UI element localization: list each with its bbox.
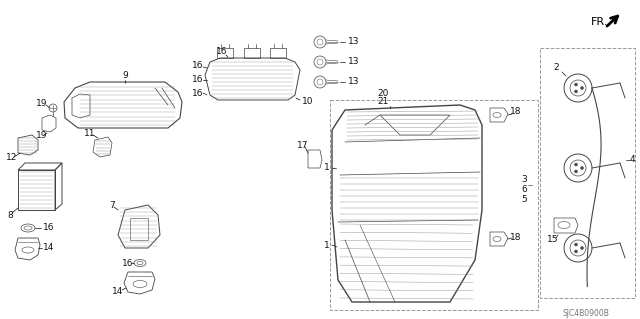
Text: 1: 1 (324, 164, 330, 173)
Text: 3: 3 (521, 175, 527, 184)
Text: 10: 10 (302, 98, 314, 107)
Circle shape (580, 167, 584, 169)
Text: SJC4B0900B: SJC4B0900B (563, 308, 609, 317)
Text: 16: 16 (122, 258, 134, 268)
Text: 21: 21 (378, 98, 388, 107)
Text: 2: 2 (553, 63, 559, 72)
Circle shape (575, 250, 577, 253)
Text: 18: 18 (510, 233, 522, 241)
Circle shape (575, 243, 577, 246)
Text: 4: 4 (629, 155, 635, 165)
Text: 13: 13 (348, 57, 360, 66)
Text: 19: 19 (36, 99, 48, 108)
Circle shape (580, 247, 584, 249)
Text: 5: 5 (521, 196, 527, 204)
Text: 18: 18 (510, 108, 522, 116)
Text: 13: 13 (348, 38, 360, 47)
Text: 12: 12 (6, 153, 18, 162)
Text: 16: 16 (43, 224, 54, 233)
Text: 15: 15 (547, 235, 559, 244)
Text: 19: 19 (36, 131, 48, 140)
Circle shape (580, 86, 584, 90)
Text: 7: 7 (109, 201, 115, 210)
Text: 14: 14 (43, 243, 54, 253)
Text: 16: 16 (192, 76, 204, 85)
Bar (330, 100, 538, 310)
Text: 20: 20 (378, 90, 388, 99)
Bar (540, 48, 635, 298)
Circle shape (575, 83, 577, 86)
Text: 6: 6 (521, 186, 527, 195)
Text: FR.: FR. (591, 17, 609, 27)
Text: 17: 17 (297, 140, 308, 150)
Text: 16: 16 (216, 48, 228, 56)
Text: 16: 16 (192, 88, 204, 98)
Text: 9: 9 (122, 71, 128, 80)
Text: 16: 16 (192, 61, 204, 70)
Text: 11: 11 (84, 129, 96, 137)
Text: 13: 13 (348, 78, 360, 86)
Circle shape (575, 90, 577, 93)
Text: 1: 1 (324, 241, 330, 249)
Circle shape (575, 170, 577, 173)
Text: 8: 8 (7, 211, 13, 219)
Circle shape (575, 163, 577, 166)
Text: 14: 14 (112, 287, 124, 296)
